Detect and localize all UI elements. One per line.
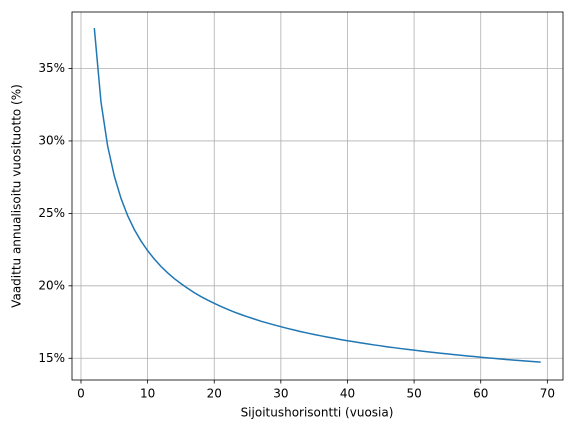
x-axis-label: Sijoitushorisontti (vuosia) <box>241 406 394 420</box>
y-axis-label: Vaadittu annualisoitu vuosituotto (%) <box>10 84 24 308</box>
y-tick-label: 15% <box>38 351 65 365</box>
x-tick-label: 10 <box>140 387 155 401</box>
x-tick-label: 20 <box>207 387 222 401</box>
x-tick-label: 30 <box>273 387 288 401</box>
y-tick-label: 25% <box>38 206 65 220</box>
x-tick-label: 70 <box>540 387 555 401</box>
y-tick-label: 30% <box>38 133 65 147</box>
x-tick-label: 50 <box>406 387 421 401</box>
y-tick-label: 35% <box>38 61 65 75</box>
x-tick-label: 60 <box>473 387 488 401</box>
x-tick-label: 0 <box>77 387 85 401</box>
y-tick-label: 20% <box>38 278 65 292</box>
x-tick-label: 40 <box>340 387 355 401</box>
line <box>93 28 541 363</box>
axes-frame <box>71 11 564 381</box>
